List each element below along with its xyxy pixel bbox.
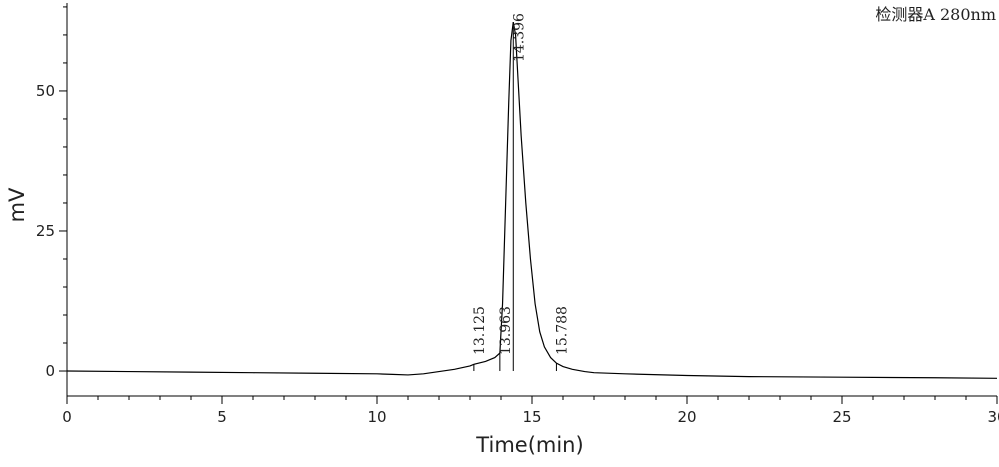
x-tick-label: 10 bbox=[367, 408, 386, 426]
trace-line bbox=[66, 21, 998, 379]
x-axis-label: Time(min) bbox=[475, 433, 583, 457]
y-axis-label: mV bbox=[5, 187, 29, 222]
y-tick-label: 50 bbox=[36, 82, 55, 100]
x-tick-label: 0 bbox=[62, 408, 72, 426]
x-tick-label: 5 bbox=[217, 408, 227, 426]
y-tick-label: 25 bbox=[36, 222, 55, 240]
peak-label: 13.125 bbox=[472, 306, 488, 355]
peak-label: 14.396 bbox=[511, 13, 527, 62]
x-tick-label: 15 bbox=[522, 408, 541, 426]
peak-label: 15.788 bbox=[554, 306, 570, 355]
detector-label: 检测器A 280nm bbox=[875, 5, 996, 24]
y-tick-label: 0 bbox=[45, 362, 55, 380]
x-tick-label: 30 bbox=[987, 408, 999, 426]
x-tick-label: 25 bbox=[832, 408, 851, 426]
x-tick-label: 20 bbox=[677, 408, 696, 426]
peak-label: 13.963 bbox=[498, 306, 514, 355]
